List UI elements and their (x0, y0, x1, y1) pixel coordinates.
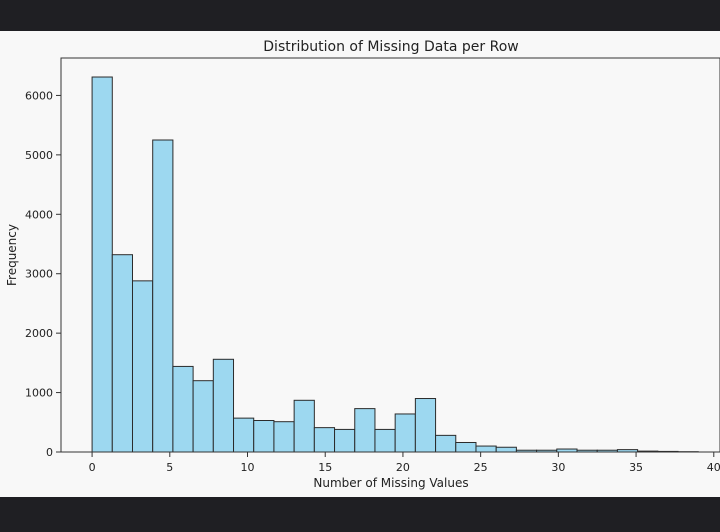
histogram-bar-8 (253, 420, 275, 453)
y-tick-label-2000: 2000 (25, 327, 53, 340)
x-tick-label-30: 30 (551, 461, 565, 474)
chart-figure: Distribution of Missing Data per Row 0 5 1… (0, 31, 720, 497)
x-tick-label-25: 25 (474, 461, 488, 474)
histogram-bars (91, 76, 699, 453)
top-letterbox (0, 0, 720, 31)
histogram-bar-1 (111, 254, 133, 453)
histogram-chart: Distribution of Missing Data per Row 0 5 1… (5, 39, 720, 490)
chart-title: Distribution of Missing Data per Row (263, 39, 518, 55)
histogram-bar-2 (131, 280, 154, 453)
histogram-bar-18 (455, 441, 477, 453)
histogram-bar-6 (212, 358, 235, 453)
histogram-bar-3 (152, 139, 174, 453)
y-tick-label-5000: 5000 (25, 149, 53, 162)
x-tick-label-5: 5 (166, 461, 173, 474)
histogram-bar-7 (233, 417, 255, 453)
histogram-bar-16 (414, 398, 437, 453)
y-tick-label-1000: 1000 (25, 387, 53, 400)
histogram-bar-0 (91, 76, 113, 453)
y-axis: 0 1000 2000 3000 4000 5000 6000 (25, 89, 61, 459)
histogram-bar-4 (172, 365, 194, 453)
y-tick-label-3000: 3000 (25, 268, 53, 281)
histogram-bar-10 (293, 399, 315, 453)
x-tick-label-40: 40 (707, 461, 720, 474)
histogram-bar-9 (273, 421, 295, 453)
y-axis-label: Frequency (5, 224, 19, 286)
y-tick-label-0: 0 (46, 446, 53, 459)
histogram-bar-11 (313, 427, 336, 453)
histogram-bar-19 (475, 445, 497, 453)
x-tick-label-0: 0 (89, 461, 96, 474)
x-tick-label-20: 20 (396, 461, 410, 474)
x-axis-label: Number of Missing Values (313, 476, 468, 490)
histogram-bar-15 (394, 413, 416, 453)
bottom-letterbox (0, 497, 720, 532)
histogram-bar-20 (495, 446, 517, 453)
histogram-bar-12 (334, 428, 356, 453)
x-tick-label-10: 10 (241, 461, 255, 474)
x-axis: 0 5 10 15 20 25 30 35 40 (89, 452, 720, 474)
histogram-bar-14 (374, 428, 396, 453)
plot-frame (60, 57, 720, 453)
x-tick-label-15: 15 (318, 461, 332, 474)
histogram-bar-5 (192, 380, 214, 453)
y-tick-label-4000: 4000 (25, 208, 53, 221)
x-tick-label-35: 35 (629, 461, 643, 474)
y-tick-label-6000: 6000 (25, 89, 53, 102)
histogram-bar-17 (435, 434, 457, 453)
histogram-bar-13 (354, 408, 376, 453)
